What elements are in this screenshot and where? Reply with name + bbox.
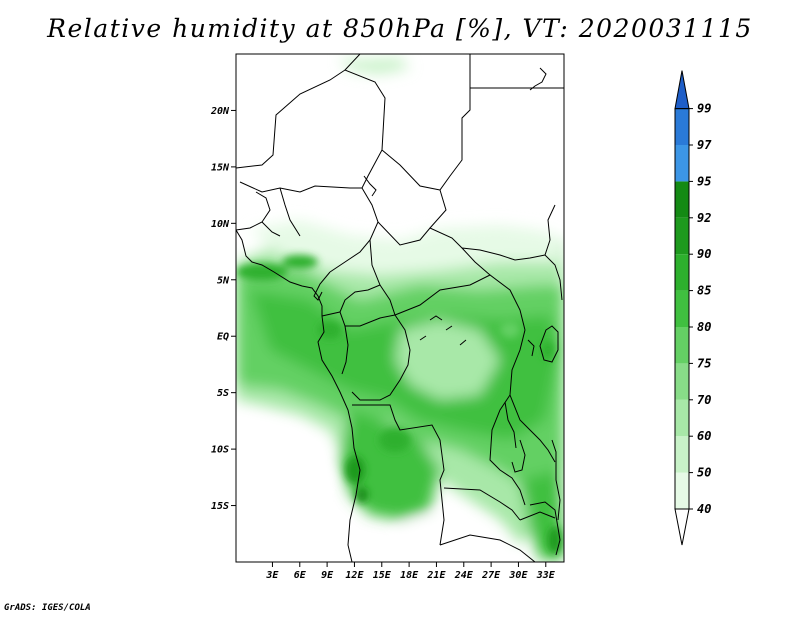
colorbar-label: 75 xyxy=(697,356,711,370)
lat-label: 5N xyxy=(217,275,230,286)
lat-label: 10S xyxy=(211,445,229,456)
colorbar-swatch xyxy=(675,399,689,437)
colorbar-swatch xyxy=(675,363,689,400)
colorbar-swatch xyxy=(675,436,689,473)
lat-label: EQ xyxy=(217,332,229,343)
colorbar-label: 99 xyxy=(697,102,711,116)
lon-label: 15E xyxy=(373,570,392,581)
longitude-axis: 3E 6E 9E 12E 15E 18E 21E 24E 27E 30E 33E xyxy=(265,562,556,581)
colorbar-label: 70 xyxy=(697,393,711,407)
lat-label: 20N xyxy=(210,106,230,117)
colorbar-swatch xyxy=(675,327,689,364)
colorbar-label: 50 xyxy=(697,466,711,480)
latitude-axis: 20N 15N 10N 5N EQ 5S 10S 15S xyxy=(210,106,236,512)
colorbar-label: 95 xyxy=(697,174,711,188)
colorbar-label: 40 xyxy=(697,502,711,516)
lat-label: 15N xyxy=(211,162,230,173)
lon-label: 30E xyxy=(508,570,528,581)
colorbar-label: 97 xyxy=(697,138,712,152)
lon-label: 12E xyxy=(345,570,364,581)
colorbar-label: 92 xyxy=(697,211,711,225)
colorbar-swatch xyxy=(675,217,689,255)
country-borders xyxy=(236,54,564,562)
colorbar-top-arrow xyxy=(674,70,690,110)
colorbar-label: 80 xyxy=(697,320,711,334)
lon-label: 3E xyxy=(265,570,279,581)
lat-label: 10N xyxy=(211,219,230,230)
humidity-field xyxy=(236,54,564,562)
colorbar-label: 60 xyxy=(697,429,711,443)
colorbar: 99 97 95 92 90 85 80 75 70 60 50 40 xyxy=(674,70,712,546)
colorbar-swatch xyxy=(675,290,689,327)
lon-label: 9E xyxy=(321,570,334,581)
credit-text: GrADS: IGES/COLA xyxy=(4,603,91,613)
colorbar-swatch xyxy=(675,108,689,145)
colorbar-swatch xyxy=(675,254,689,291)
lat-label: 15S xyxy=(211,501,229,512)
lon-label: 24E xyxy=(454,570,474,581)
colorbar-bottom-arrow xyxy=(674,508,690,546)
colorbar-swatch xyxy=(675,181,689,218)
lon-label: 18E xyxy=(400,570,419,581)
lon-label: 33E xyxy=(536,570,556,581)
lat-label: 5S xyxy=(217,388,229,399)
lon-label: 6E xyxy=(294,570,307,581)
map-title: Relative humidity at 850hPa [%], VT: 202… xyxy=(47,14,753,43)
colorbar-swatch xyxy=(675,145,689,182)
colorbar-outline xyxy=(674,108,690,510)
colorbar-label: 90 xyxy=(697,247,711,261)
colorbar-swatch xyxy=(675,472,689,509)
map-frame xyxy=(235,53,565,563)
colorbar-label: 85 xyxy=(697,284,711,298)
lon-label: 21E xyxy=(426,570,446,581)
lon-label: 27E xyxy=(481,570,501,581)
